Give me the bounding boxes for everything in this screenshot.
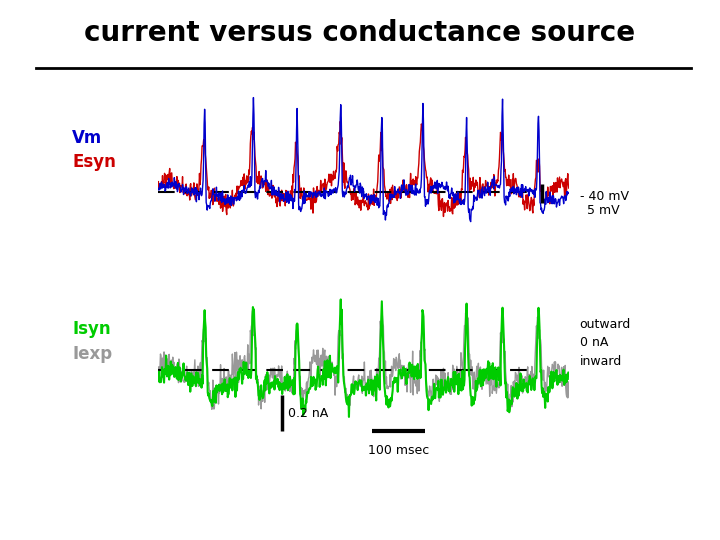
Text: outward: outward (580, 318, 631, 330)
Text: - 40 mV: - 40 mV (580, 190, 629, 203)
Text: Isyn: Isyn (72, 320, 111, 339)
Text: 5 mV: 5 mV (587, 204, 619, 217)
Text: Vm: Vm (72, 129, 102, 147)
Text: Iexp: Iexp (72, 345, 112, 363)
Text: inward: inward (580, 355, 622, 368)
Text: 0.2 nA: 0.2 nA (288, 407, 328, 420)
Text: Esyn: Esyn (72, 153, 116, 171)
Text: 100 msec: 100 msec (368, 444, 429, 457)
Text: current versus conductance source: current versus conductance source (84, 19, 636, 47)
Text: 0 nA: 0 nA (580, 336, 608, 349)
